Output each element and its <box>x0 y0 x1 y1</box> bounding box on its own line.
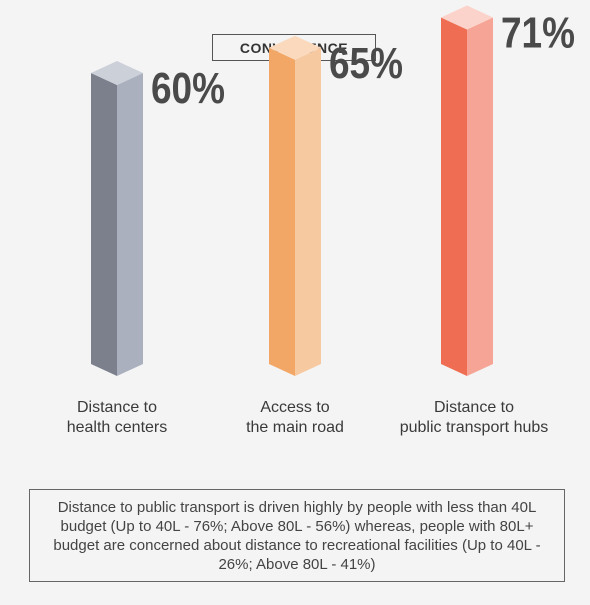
insight-note-text: Distance to public transport is driven h… <box>53 498 541 573</box>
category-label-main-road: Access to the main road <box>195 398 395 438</box>
bar-right-face <box>295 47 321 376</box>
value-label-transport-hubs: 71% <box>501 8 575 57</box>
category-label-line-2: the main road <box>246 419 344 436</box>
bar-top-face <box>91 61 143 85</box>
category-label-transport-hubs: Distance to public transport hubs <box>374 398 574 438</box>
bar-left-face <box>91 73 117 376</box>
bar-main-road <box>269 35 321 376</box>
bar-health-centers <box>91 61 143 376</box>
category-label-line-1: Distance to <box>76 399 158 416</box>
category-label-line-2: health centers <box>66 419 168 436</box>
insight-note: Distance to public transport is driven h… <box>29 489 565 582</box>
category-label-line-1: Access to <box>260 399 330 416</box>
bar-left-face <box>269 47 295 376</box>
bar-top-face <box>269 35 321 60</box>
value-label-health-centers: 60% <box>151 64 225 113</box>
bar-left-face <box>441 17 467 376</box>
bar-right-face <box>117 73 143 376</box>
bar-transport-hubs <box>441 5 493 376</box>
category-label-line-2: public transport hubs <box>399 419 549 436</box>
category-label-health-centers: Distance to health centers <box>17 398 217 438</box>
bar-right-face <box>467 17 493 376</box>
bar-chart: 60% 65% 71% <box>91 5 575 376</box>
bar-top-face <box>441 5 493 30</box>
value-label-main-road: 65% <box>329 39 403 88</box>
category-label-line-1: Distance to <box>433 399 515 416</box>
